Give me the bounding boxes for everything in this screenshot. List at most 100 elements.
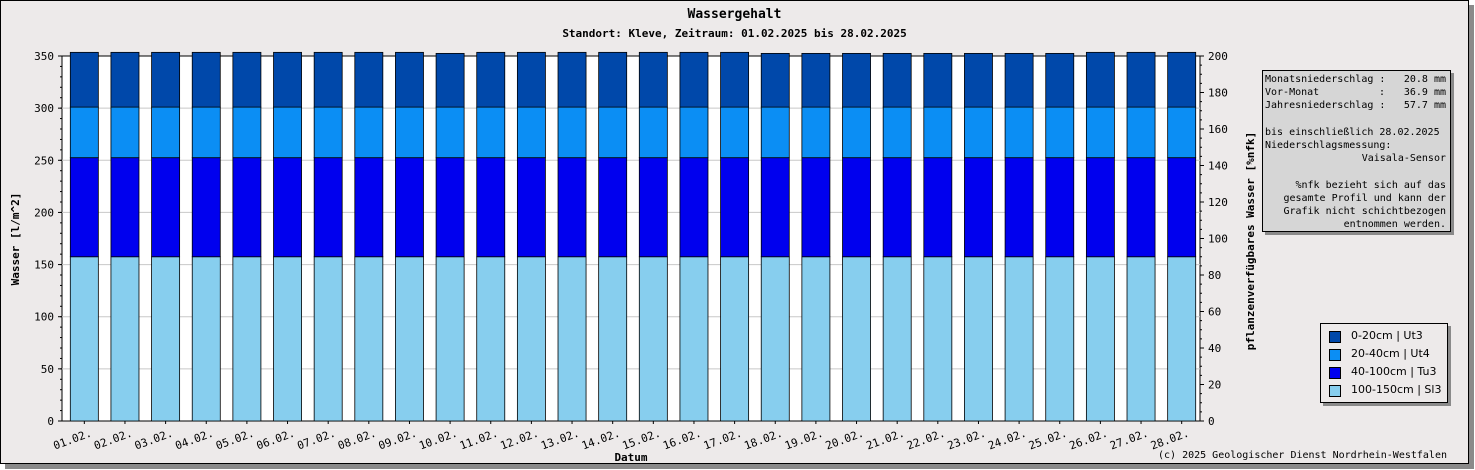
bar-segment <box>395 51 424 108</box>
x-tick-label: 25.02. <box>1027 427 1069 453</box>
bar-segment <box>151 106 181 159</box>
bar-segment <box>842 52 871 108</box>
x-tick-label: 03.02. <box>133 427 175 453</box>
legend-swatch <box>1329 385 1341 397</box>
y-tick-label: 0 <box>47 415 54 428</box>
y-tick-label: 250 <box>34 154 54 167</box>
bar-segment <box>232 106 262 159</box>
note-line-4: entnommen werden. <box>1343 219 1446 230</box>
bar-segment <box>516 256 546 422</box>
bar-segment <box>273 157 302 258</box>
y-tick-label: 100 <box>34 311 54 324</box>
prev-month-value: 36.9 mm <box>1403 87 1446 98</box>
bar-segment <box>638 51 668 108</box>
yearly-label: Jahresniederschlag : <box>1265 100 1386 111</box>
bar-segment <box>679 106 709 159</box>
chart-svg: 0 50 100 150 200 250 300 350 0 20 40 60 80 100 120 140… <box>9 50 1257 463</box>
bar-segment <box>679 157 709 258</box>
bar-segment <box>801 157 831 258</box>
bar-segment <box>1167 106 1197 159</box>
bar-segment <box>110 256 140 422</box>
bar-segment <box>760 256 790 422</box>
x-tick-label: 09.02. <box>377 427 419 453</box>
y-tick-label: 150 <box>34 259 54 272</box>
legend-swatch <box>1329 331 1341 343</box>
x-tick-label: 23.02. <box>946 427 988 453</box>
bar-segment <box>598 106 628 159</box>
bar-segment <box>1167 256 1197 422</box>
x-tick-label: 13.02. <box>539 427 581 453</box>
bar-segment <box>1167 157 1197 258</box>
bar-segment <box>435 256 465 422</box>
bar-segment <box>232 51 262 108</box>
bar-segment <box>435 157 465 258</box>
x-tick-label: 16.02. <box>661 427 703 453</box>
bar-segment <box>435 52 465 108</box>
x-tick-label: 24.02. <box>986 427 1028 453</box>
x-tick-label: 27.02. <box>1108 427 1150 453</box>
prev-month-label: Vor-Monat <box>1265 87 1320 98</box>
bar-segment <box>191 157 221 258</box>
bar-segment <box>842 256 871 422</box>
bar-segment <box>1126 256 1156 422</box>
x-tick-label: 07.02. <box>295 427 337 453</box>
bar-segment <box>923 52 953 108</box>
bar-segment <box>923 106 953 159</box>
bar-segment <box>760 157 790 258</box>
bar-segment <box>598 256 628 422</box>
sensor-name: Vaisala-Sensor <box>1361 153 1446 164</box>
bar-segment <box>313 51 343 108</box>
bar-segment <box>760 52 790 108</box>
y2-tick-label: 160 <box>1208 123 1228 136</box>
y2-tick-label: 120 <box>1208 196 1228 209</box>
bar-segment <box>1004 52 1034 108</box>
bar-segment <box>964 256 993 422</box>
x-tick-label: 17.02. <box>702 427 744 453</box>
legend-swatch <box>1329 367 1341 379</box>
bar-segment <box>720 256 750 422</box>
bar-segment <box>882 157 912 258</box>
y-tick-label: 50 <box>41 363 54 376</box>
bar-segment <box>842 106 871 159</box>
bar-segment <box>557 157 587 258</box>
x-tick-label: 19.02. <box>783 427 825 453</box>
x-tick-label: 22.02. <box>905 427 947 453</box>
bar-segment <box>720 106 750 159</box>
bar-segment <box>232 256 262 422</box>
bar-segment <box>557 106 587 159</box>
bar-segment <box>1167 51 1197 108</box>
bar-segment <box>1085 106 1115 159</box>
bar-segment <box>801 256 831 422</box>
bars-group <box>69 51 1197 422</box>
bar-segment <box>516 106 546 159</box>
x-tick-label: 10.02. <box>417 427 459 453</box>
bar-segment <box>1126 51 1156 108</box>
chart-title: Wassergehalt <box>687 7 782 22</box>
bar-segment <box>801 106 831 159</box>
bar-segment <box>313 157 343 258</box>
bar-segment <box>516 157 546 258</box>
bar-segment <box>598 51 628 108</box>
bar-segment <box>110 157 140 258</box>
bar-segment <box>1004 256 1034 422</box>
measurement-label: Niederschlagsmessung: <box>1265 140 1392 151</box>
bar-segment <box>1045 157 1075 258</box>
bar-segment <box>964 106 993 159</box>
x-tick-label: 05.02. <box>214 427 256 453</box>
y2-tick-label: 100 <box>1208 233 1228 246</box>
x-tick-label: 02.02. <box>92 427 134 453</box>
y-tick-label: 350 <box>34 50 54 63</box>
bar-segment <box>313 106 343 159</box>
legend: 0-20cm | Ut3 20-40cm | Ut4 40-100cm | Tu… <box>1320 323 1448 403</box>
bar-segment <box>1045 106 1075 159</box>
bar-segment <box>964 52 993 108</box>
yearly-value: 57.7 mm <box>1403 100 1446 111</box>
x-tick-label: 26.02. <box>1068 427 1110 453</box>
y-tick-label: 200 <box>34 206 54 219</box>
bar-segment <box>151 157 181 258</box>
bar-segment <box>232 157 262 258</box>
bar-segment <box>69 106 99 159</box>
x-tick-label: 18.02. <box>742 427 784 453</box>
bar-segment <box>638 106 668 159</box>
